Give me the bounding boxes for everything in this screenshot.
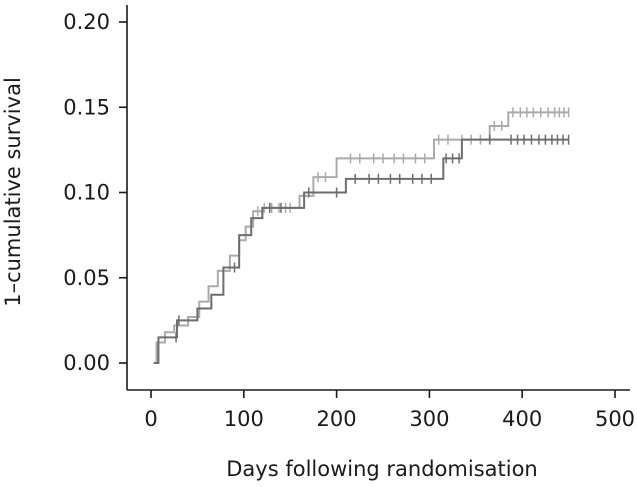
x-tick-label: 100	[224, 407, 264, 431]
y-tick-label: 0.05	[63, 266, 110, 290]
series-1	[153, 107, 570, 364]
x-tick-label: 400	[502, 407, 542, 431]
y-tick-label: 0.00	[63, 351, 110, 375]
y-axis: 0.00 0.05 0.10 0.15 0.20 1–cumulative surviv…	[1, 5, 128, 390]
plot-area	[153, 107, 570, 364]
y-tick-label: 0.15	[63, 95, 110, 119]
y-tick-label: 0.10	[63, 181, 110, 205]
y-axis-title: 1–cumulative survival	[1, 77, 25, 307]
x-axis: 0 100 200 300 400 500 Days following randomis…	[127, 389, 635, 481]
series-line	[153, 111, 569, 364]
x-tick-label: 300	[409, 407, 449, 431]
x-tick-label: 0	[144, 407, 157, 431]
x-axis-title: Days following randomisation	[226, 457, 537, 481]
x-tick-label: 200	[317, 407, 357, 431]
y-ticks: 0.00 0.05 0.10 0.15 0.20	[63, 10, 127, 375]
series-2	[153, 134, 570, 364]
series-line	[153, 138, 569, 364]
x-tick-label: 500	[595, 407, 635, 431]
y-tick-label: 0.20	[63, 10, 110, 34]
x-ticks: 0 100 200 300 400 500	[144, 390, 635, 431]
